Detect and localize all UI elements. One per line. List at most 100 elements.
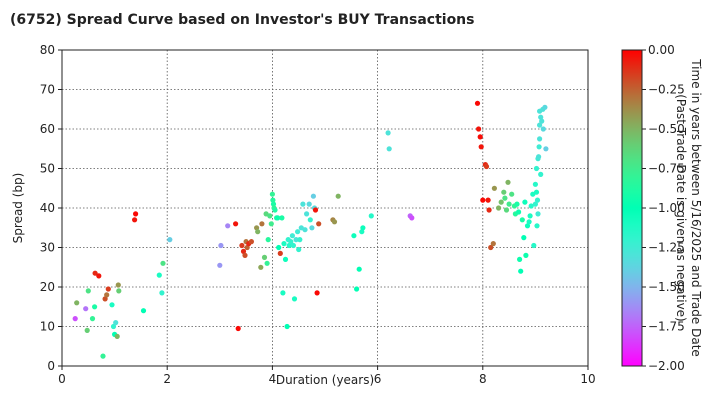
data-point xyxy=(309,225,315,231)
data-point xyxy=(233,221,239,227)
data-point xyxy=(521,235,527,241)
data-point xyxy=(288,239,294,245)
data-point xyxy=(92,270,98,276)
data-point xyxy=(116,288,122,294)
data-point xyxy=(302,227,308,233)
data-point xyxy=(254,225,260,231)
data-point xyxy=(331,219,338,225)
data-point xyxy=(286,242,292,249)
data-point xyxy=(218,242,224,249)
data-point xyxy=(536,144,542,150)
data-point xyxy=(159,290,165,296)
data-point xyxy=(532,201,539,207)
x-tick-label: 10 xyxy=(580,372,595,386)
data-point xyxy=(85,288,91,294)
data-point xyxy=(501,189,507,195)
data-point xyxy=(310,193,316,199)
data-point xyxy=(270,201,277,207)
data-point xyxy=(516,209,522,215)
data-point xyxy=(306,201,312,207)
data-point xyxy=(235,325,241,332)
colorbar: 0.00 −0.25 −0.50 −0.75 −1.00 −1.25 −1.50 −1.75 −… xyxy=(621,43,685,373)
colorbar-tick-label: −1.25 xyxy=(648,241,685,255)
y-tick-label: 0 xyxy=(47,359,55,373)
data-point xyxy=(409,215,415,221)
data-point xyxy=(517,256,523,262)
data-point xyxy=(488,244,494,251)
data-point xyxy=(300,201,306,207)
data-point xyxy=(297,237,303,243)
data-point xyxy=(505,179,511,185)
data-point xyxy=(280,290,286,296)
data-point xyxy=(115,282,121,288)
data-point xyxy=(506,201,512,207)
data-point xyxy=(304,211,310,217)
data-point xyxy=(538,114,544,120)
data-point xyxy=(540,126,546,132)
data-point xyxy=(242,252,248,258)
data-point xyxy=(491,185,497,191)
data-point xyxy=(114,333,120,339)
data-point xyxy=(531,242,537,249)
data-point xyxy=(533,165,540,172)
data-point xyxy=(523,252,529,258)
data-point xyxy=(503,207,510,213)
data-point xyxy=(259,221,265,227)
data-point xyxy=(104,292,110,298)
data-point xyxy=(385,130,391,136)
data-point xyxy=(532,181,539,187)
data-point xyxy=(83,306,89,312)
colorbar-tick-label: −1.00 xyxy=(648,201,685,215)
data-point xyxy=(496,205,502,211)
data-point xyxy=(498,199,504,205)
data-point xyxy=(477,134,483,140)
data-point xyxy=(535,211,541,217)
chart-title: (6752) Spread Curve based on Investor's … xyxy=(10,12,474,28)
data-point xyxy=(296,246,302,253)
colorbar-tick-label: −0.75 xyxy=(648,162,685,176)
data-point xyxy=(534,197,541,203)
data-point xyxy=(480,197,486,203)
data-point xyxy=(284,323,290,330)
data-point xyxy=(100,353,106,359)
data-point xyxy=(84,327,90,333)
data-point xyxy=(289,233,295,239)
y-tick-label: 50 xyxy=(40,162,55,176)
data-point xyxy=(307,217,313,223)
data-point xyxy=(368,213,374,219)
x-tick-label: 0 xyxy=(58,372,66,386)
data-point xyxy=(474,100,481,106)
data-point xyxy=(264,260,270,266)
colorbar-tick-label: −0.50 xyxy=(648,122,685,136)
colorbar-tick-label: −1.75 xyxy=(648,320,685,334)
y-tick-label: 20 xyxy=(40,280,55,294)
data-point xyxy=(225,223,231,229)
data-point xyxy=(261,254,268,260)
data-point xyxy=(74,300,80,306)
data-point xyxy=(248,239,254,245)
data-point xyxy=(534,223,540,229)
data-point xyxy=(351,233,357,239)
data-point xyxy=(269,191,275,197)
data-point xyxy=(281,241,287,247)
data-point xyxy=(132,217,138,223)
y-tick-label: 30 xyxy=(40,241,55,255)
colorbar-tick-label: −1.50 xyxy=(648,280,685,294)
y-tick-label: 40 xyxy=(40,201,55,215)
data-point xyxy=(279,215,285,221)
data-point xyxy=(133,211,139,217)
data-point xyxy=(526,219,532,225)
data-point xyxy=(290,242,296,249)
data-point xyxy=(113,320,119,326)
data-point xyxy=(514,201,520,207)
data-point xyxy=(519,217,525,223)
x-tick-label: 6 xyxy=(374,372,382,386)
data-point xyxy=(276,244,282,251)
x-axis-label: Duration (years) xyxy=(276,373,374,387)
data-point xyxy=(267,213,273,219)
data-point xyxy=(258,264,264,270)
data-point xyxy=(140,308,147,314)
data-point xyxy=(89,316,96,322)
